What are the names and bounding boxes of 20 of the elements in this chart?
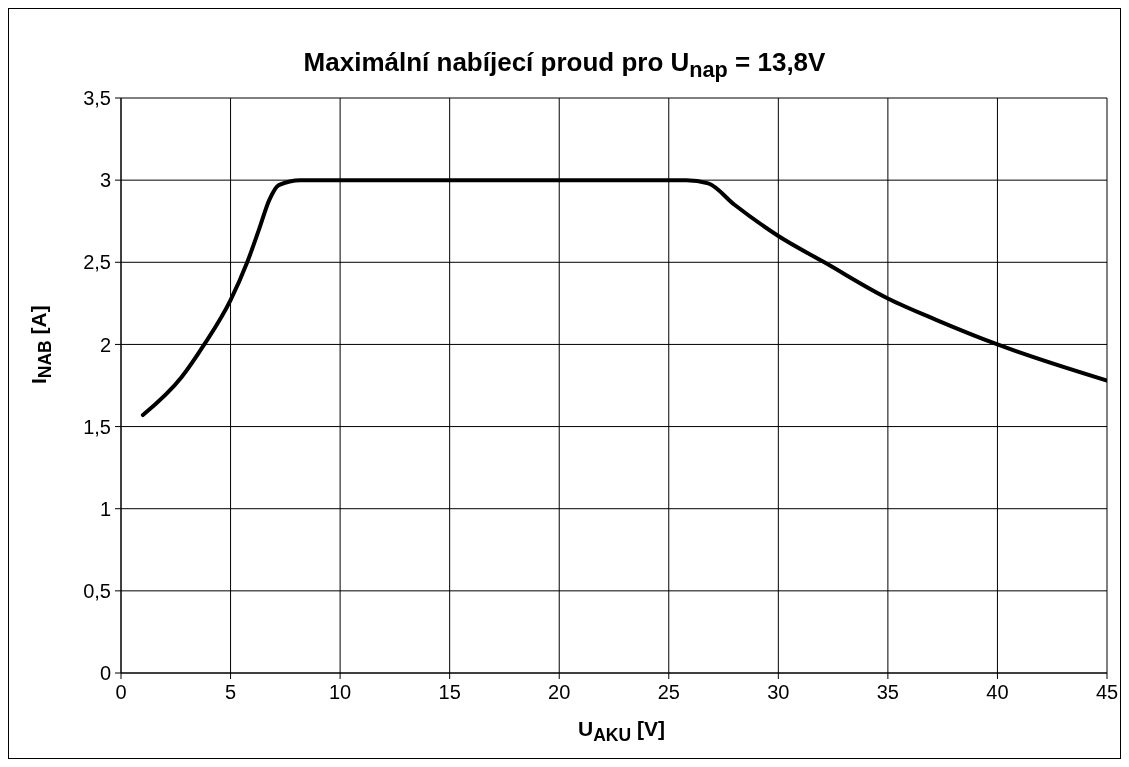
chart-title: Maximální nabíjecí proud pro U$_{nap}$ = 13,8V [302,47,827,84]
x-tick-label: 45 [1095,681,1119,704]
x-tick-label: 40 [986,681,1009,704]
y-tick-label: 2 [99,333,111,356]
y-tick-label: 1,5 [83,415,111,438]
y-tick-label: 0,5 [83,579,111,602]
y-tick-label: 3 [99,169,111,192]
x-axis-title: U$_{AKU}$ [V] [577,717,666,747]
x-tick-label: 10 [328,681,352,704]
x-tick-label: 5 [224,681,237,704]
x-tick-label: 20 [548,681,571,704]
x-tick-label: 30 [767,681,790,704]
x-tick-label: 0 [115,681,127,704]
x-tick-label: 15 [438,681,461,704]
y-tick-label: 2,5 [83,251,111,274]
y-tick-label: 0 [99,662,111,685]
x-tick-label: 35 [876,681,900,704]
x-tick-label: 25 [657,681,680,704]
y-tick-label: 1 [99,497,111,520]
y-tick-label: 3,5 [83,87,111,110]
